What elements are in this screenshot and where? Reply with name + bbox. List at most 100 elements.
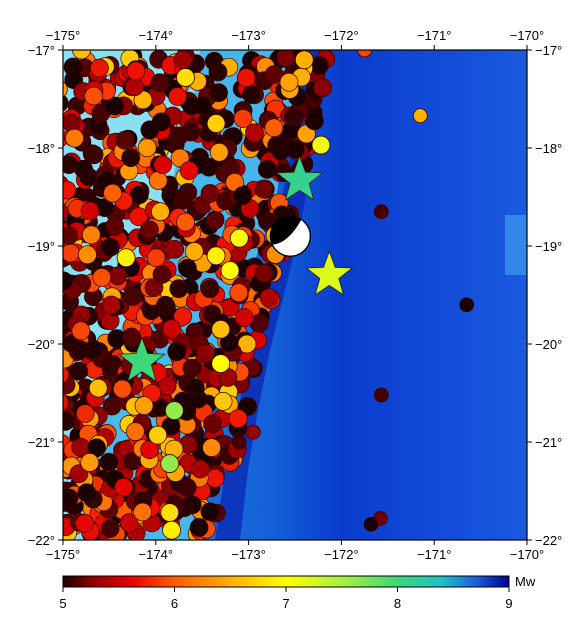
earthquake-event [193,96,213,116]
lat-tick-label-left: −17° [28,43,55,58]
earthquake-event [200,502,220,522]
lon-tick-label-bottom: −171° [417,547,451,562]
earthquake-event [156,295,175,315]
earthquake-event [179,161,199,180]
earthquake-event [203,414,222,434]
focal-mechanism-beachball [269,215,311,257]
earthquake-event [257,160,277,179]
colorbar-label: Mw [515,574,536,589]
earthquake-event [123,287,142,306]
colorbar-ticks: 5 6 7 8 9 [59,587,513,611]
lon-tick-label-bottom: −172° [324,547,358,562]
earthquake-event [101,295,121,315]
earthquake-event [113,379,132,399]
lat-tick-label-right: −21° [535,435,562,450]
earthquake-event [254,179,273,199]
earthquake-event [133,502,152,522]
lat-tick-label-right: −20° [535,337,562,352]
earthquake-event [189,518,209,537]
lon-tick-label-top: −174° [139,28,173,43]
notable-event [162,520,181,540]
earthquake-event [313,78,333,98]
longitude-ticks: −175° −175° −174° −174° −173° −173° −172° −172°… [46,28,544,562]
earthquake-event [115,130,135,150]
earthquake-event [63,94,69,112]
magnitude-colorbar: Mw 5 6 7 8 9 [59,574,535,611]
latitude-ticks: −17° −17° −18° −18° −19° −19° −20° −20° −21° −21°… [28,43,563,548]
earthquake-event [63,412,75,431]
earthquake-event [173,307,193,326]
earthquake-event [140,120,160,140]
earthquake-event [157,376,177,396]
notable-event [211,354,231,374]
lat-tick-label-left: −19° [28,239,55,254]
earthquake-event [90,58,109,78]
offshore-event [363,516,379,532]
lat-tick-label-right: −19° [535,239,562,254]
earthquake-event [234,308,254,327]
earthquake-event [254,263,274,283]
offshore-event [459,297,475,313]
notable-event [116,248,136,268]
earthquake-event [178,258,197,278]
earthquake-event [84,86,104,106]
earthquake-event [176,212,195,232]
earthquake-event [105,217,125,236]
colorbar-tick-label: 6 [171,596,178,611]
earthquake-event [196,343,215,363]
notable-event [160,454,180,473]
earthquake-event [80,201,100,221]
earthquake-event [173,50,193,70]
notable-event [164,401,184,421]
earthquake-event [245,123,264,143]
notable-event [151,202,170,222]
offshore-event [373,204,389,220]
notable-event [88,378,108,398]
earthquake-event [190,459,210,479]
earthquake-event [169,279,189,298]
earthquake-event [148,171,168,190]
offshore-event [357,50,372,58]
beachball-outline [269,215,311,257]
lat-tick-label-left: −18° [28,141,55,156]
earthquake-event [153,155,173,175]
earthquake-event [77,483,97,503]
major-event-star [275,155,324,201]
earthquake-event [134,396,154,416]
earthquake-event [205,210,225,230]
earthquake-event [186,378,205,398]
earthquake-event [146,248,166,268]
east-basin-patch [505,215,527,275]
earthquake-event [228,409,248,428]
lon-tick-label-bottom: −175° [46,547,80,562]
earthquake-event [69,361,89,381]
colorbar-gradient [62,575,510,588]
map-frame [62,49,528,541]
earthquake-event [63,488,79,508]
earthquake-event [165,239,185,259]
earthquake-event [219,333,239,352]
earthquake-event [233,186,252,206]
earthquake-event [75,513,94,533]
colorbar-tick-label: 8 [394,596,401,611]
offshore-event [412,108,428,124]
earthquake-event [233,109,253,128]
earthquake-event [152,265,172,284]
earthquake-event [276,50,295,67]
major-event-star [305,250,354,296]
earthquake-event [167,342,187,361]
earthquake-event [63,203,69,222]
earthquake-event [267,135,287,155]
earthquake-event [242,85,261,104]
earthquake-event [80,453,100,472]
notable-events [63,50,331,540]
lon-tick-label-bottom: −170° [510,547,544,562]
earthquake-event [213,392,233,411]
earthquake-event [81,225,101,245]
notable-event [206,246,226,266]
earthquake-event [63,393,69,412]
earthquake-event [264,118,284,138]
lon-tick-label-top: −171° [417,28,451,43]
earthquake-event [71,321,91,341]
